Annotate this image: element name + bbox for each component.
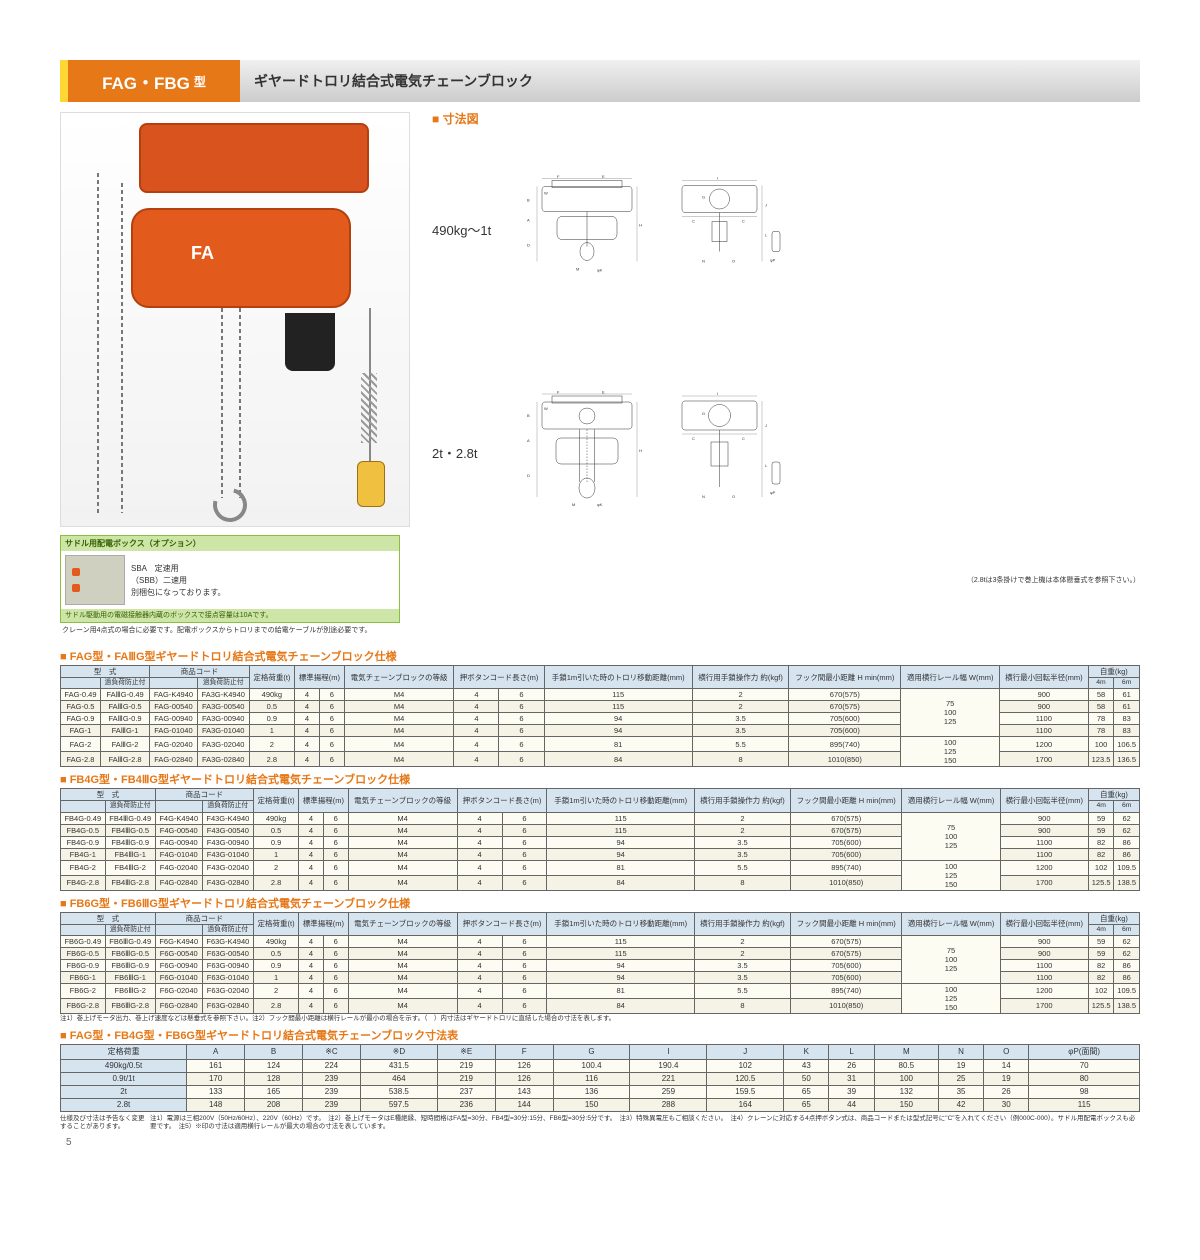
dim-title: FAG型・FB4G型・FB6G型ギヤードトロリ結合式電気チェーンブロック寸法表 [60,1027,1140,1043]
svg-text:I: I [717,176,718,181]
svg-text:φK: φK [597,502,603,507]
svg-text:G: G [702,411,705,416]
motor-label: FA [191,243,214,264]
catalog-page: FAG・FBG 型 ギヤードトロリ結合式電気チェーンブロック FA サドル用配電… [60,60,1140,1140]
table-row: FB4G-2FB4ⅢG-2F4G-02040F43G-02040246M4468… [61,860,1140,875]
table-row: FB6G-2FB6ⅢG-2F6G-02040F63G-02040246M4468… [61,983,1140,998]
svg-text:O: O [732,259,735,264]
dimension-drawing-1: F E B A D H MφK I C C J L N O φP W G [522,129,802,329]
svg-text:A: A [527,438,530,443]
svg-text:I: I [717,391,718,396]
page-number: 5 [66,1137,72,1148]
svg-text:W: W [544,406,548,411]
svg-text:C: C [692,219,695,224]
table-row: 490kg/0.5t161124224431.5219126100.4190.4… [61,1059,1140,1072]
spec-table: 型 式商品コード 定格荷重(t)標準揚程(m) 電気チェーンブロックの等級押ボタ… [60,912,1140,1014]
footer-notes: 仕様及び寸法は予告なく変更することがあります。 注1）電源は三相200V（50H… [60,1115,1140,1132]
svg-text:L: L [765,233,768,238]
table-row: 2.8t148208239597.52361441502881646544150… [61,1098,1140,1111]
option-labels: SBA 定速用 （SBB）二速用 別梱包になっております。 [131,562,226,599]
spec-table: 型 式商品コード 定格荷重(t)標準揚程(m) 電気チェーンブロックの等級押ボタ… [60,788,1140,890]
svg-text:φP: φP [770,490,776,495]
page-title: ギヤードトロリ結合式電気チェーンブロック [240,60,1140,102]
svg-text:B: B [527,198,530,203]
svg-text:L: L [765,463,768,468]
spec-title: FB4G型・FB4ⅢG型ギヤードトロリ結合式電気チェーンブロック仕様 [60,771,1140,787]
table-row: 2t133165239538.5237143136259159.56539132… [61,1085,1140,1098]
svg-text:E: E [602,390,605,395]
svg-text:φP: φP [770,258,776,263]
svg-text:E: E [602,174,605,179]
svg-text:J: J [765,203,767,208]
option-image [65,555,125,605]
svg-text:D: D [527,473,530,478]
spec-title: FAG型・FAⅢG型ギヤードトロリ結合式電気チェーンブロック仕様 [60,648,1140,664]
table-row: FB4G-0.49FB4ⅢG-0.49F4G-K4940F43G-K494049… [61,812,1140,824]
spec-note: 注1）巻上げモータ出力、巻上げ速度などは懸垂式を参照下さい。注2）フック間最小距… [60,1015,1140,1023]
option-footnote: クレーン用4点式の場合に必要です。配電ボックスからトロリまでの給電ケーブルが別途… [60,623,420,638]
dimension-drawing-2: F E B A D H MφK I C C J L N O φP W G [522,337,802,567]
table-row: FAG-2FAⅢG-2FAG-02040FA3G-02040246M446815… [61,737,1140,752]
diagram-heading: 寸法図 [432,110,1140,127]
svg-text:W: W [544,191,548,196]
svg-text:C: C [692,436,695,441]
product-photo: FA [60,112,410,527]
svg-text:D: D [527,243,530,248]
svg-text:N: N [702,259,705,264]
dimension-table: 定格荷重AB※C※D※EFGIJKLMNOφP(面間) 490kg/0.5t16… [60,1044,1140,1112]
model-suffix: 型 [194,73,206,90]
model-name: FAG・FBG [102,69,190,94]
option-note: サドル駆動用の電磁接触器内蔵のボックスで接点容量は10Aです。 [61,609,399,622]
svg-text:H: H [639,448,642,453]
table-row: FB6G-0.49FB6ⅢG-0.49F6G-K4940F63G-K494049… [61,935,1140,947]
svg-text:F: F [557,390,560,395]
svg-text:G: G [702,195,705,200]
option-title: サドル用配電ボックス（オプション） [61,536,399,551]
svg-text:C: C [742,436,745,441]
table-row: 0.9t/1t170128239464219126116221120.55031… [61,1072,1140,1085]
diagram-range-2: 2t・2.8t [432,443,522,462]
svg-text:J: J [765,423,767,428]
diagram-range-1: 490kg～1t [432,220,522,239]
svg-text:M: M [572,502,575,507]
svg-text:A: A [527,218,530,223]
model-badge: FAG・FBG 型 [60,60,240,102]
page-header: FAG・FBG 型 ギヤードトロリ結合式電気チェーンブロック [60,60,1140,102]
svg-text:M: M [576,267,579,272]
svg-text:φK: φK [597,268,603,273]
svg-text:F: F [557,174,560,179]
svg-text:H: H [639,223,642,228]
diagram-note: （2.8tは3条掛けで巻上機は本体懸垂式を参照下さい。） [432,575,1140,585]
svg-text:B: B [527,413,530,418]
svg-text:O: O [732,494,735,499]
table-row: FAG-0.49FAⅢG-0.49FAG-K4940FA3G-K4940490k… [61,689,1140,701]
option-box: サドル用配電ボックス（オプション） SBA 定速用 （SBB）二速用 別梱包にな… [60,535,400,623]
svg-text:N: N [702,494,705,499]
svg-text:C: C [742,219,745,224]
spec-title: FB6G型・FB6ⅢG型ギヤードトロリ結合式電気チェーンブロック仕様 [60,895,1140,911]
spec-table: 型 式商品コード 定格荷重(t)標準揚程(m) 電気チェーンブロックの等級押ボタ… [60,665,1140,767]
